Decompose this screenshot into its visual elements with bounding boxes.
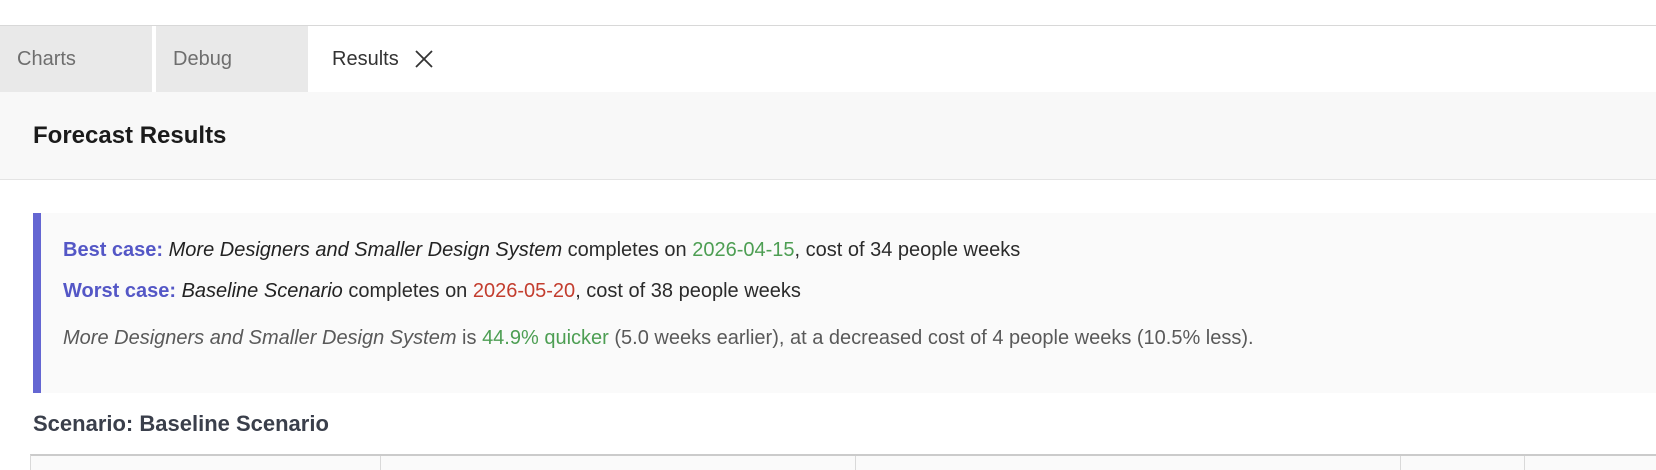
tab-results[interactable]: Results — [312, 26, 449, 92]
best-case-date: 2026-04-15 — [692, 239, 795, 261]
worst-case-text: completes on — [342, 280, 473, 302]
worst-case-line: Worst case: Baseline Scenario completes … — [63, 271, 1632, 312]
page-title: Forecast Results — [33, 121, 227, 149]
best-case-label: Best case: — [63, 239, 164, 261]
worst-case-cost: , cost of 38 people weeks — [575, 280, 801, 302]
comparison-line: More Designers and Smaller Design System… — [63, 318, 1632, 359]
table-header-cell — [1525, 456, 1656, 470]
close-tab-icon[interactable] — [413, 48, 435, 70]
worst-case-label: Worst case: — [63, 280, 177, 302]
table-header-cell — [1401, 456, 1525, 470]
tab-charts[interactable]: Charts — [0, 26, 152, 92]
table-header-cell — [381, 456, 856, 470]
scenario-results-table — [30, 454, 1656, 470]
best-case-cost: , cost of 34 people weeks — [794, 239, 1021, 261]
page-header: Forecast Results — [0, 92, 1656, 180]
comparison-detail: (5.0 weeks earlier), at a decreased cost… — [608, 327, 1254, 349]
comparison-highlight: 44.9% quicker — [482, 327, 609, 349]
best-case-line: Best case: More Designers and Smaller De… — [63, 230, 1632, 271]
summary-callout: Best case: More Designers and Smaller De… — [33, 213, 1656, 393]
table-header-cell — [856, 456, 1401, 470]
worst-case-date: 2026-05-20 — [472, 280, 576, 302]
worst-case-scenario-name: Baseline Scenario — [181, 280, 343, 302]
comparison-scenario-name: More Designers and Smaller Design System — [63, 327, 457, 349]
best-case-text: completes on — [562, 239, 693, 261]
tab-debug[interactable]: Debug — [156, 26, 308, 92]
table-header-cell — [31, 456, 381, 470]
best-case-scenario-name: More Designers and Smaller Design System — [168, 239, 563, 261]
tab-debug-label: Debug — [173, 47, 232, 70]
tab-bar: Charts Debug Results — [0, 25, 1656, 92]
tab-charts-label: Charts — [17, 47, 76, 70]
comparison-connector: is — [456, 327, 483, 349]
scenario-section-title: Scenario: Baseline Scenario — [33, 411, 329, 436]
tab-results-label: Results — [332, 47, 399, 70]
